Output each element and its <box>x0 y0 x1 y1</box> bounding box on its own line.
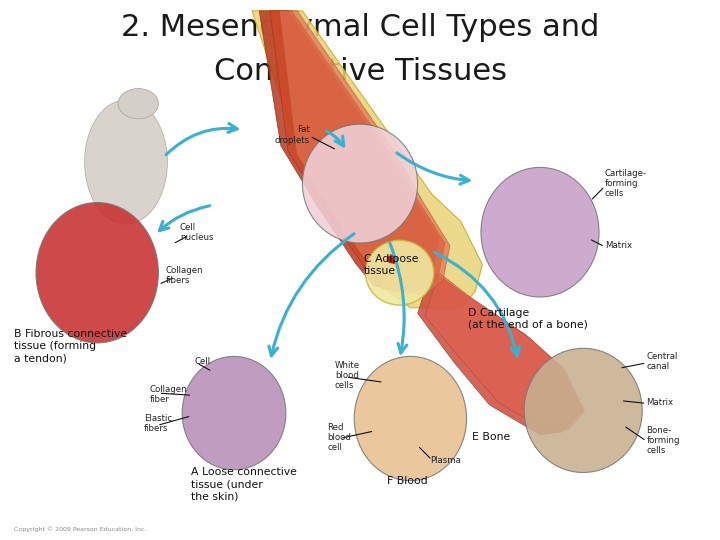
Ellipse shape <box>36 202 158 343</box>
Text: Red
blood
cell: Red blood cell <box>328 423 351 452</box>
Polygon shape <box>425 273 585 432</box>
Text: Collagen
fibers: Collagen fibers <box>166 266 203 285</box>
Text: E Bone: E Bone <box>472 432 510 442</box>
Text: Collagen
fiber: Collagen fiber <box>150 384 187 404</box>
Ellipse shape <box>302 124 418 243</box>
Polygon shape <box>252 11 482 308</box>
Ellipse shape <box>354 356 467 481</box>
Ellipse shape <box>481 167 599 297</box>
Ellipse shape <box>366 240 433 305</box>
Text: Plasma: Plasma <box>431 456 462 464</box>
Text: A Loose connective
tissue (under
the skin): A Loose connective tissue (under the ski… <box>191 467 297 501</box>
Text: Connective Tissues: Connective Tissues <box>214 57 506 86</box>
Text: 2. Mesenchymal Cell Types and: 2. Mesenchymal Cell Types and <box>121 14 599 43</box>
Text: B Fibrous connective
tissue (forming
a tendon): B Fibrous connective tissue (forming a t… <box>14 329 127 363</box>
Text: C Adipose
tissue: C Adipose tissue <box>364 254 418 276</box>
Text: Bone-
forming
cells: Bone- forming cells <box>647 426 680 455</box>
Ellipse shape <box>524 348 642 472</box>
Polygon shape <box>270 11 445 293</box>
Text: Cell: Cell <box>194 357 210 366</box>
Text: Elastic
fibers: Elastic fibers <box>144 414 172 434</box>
Text: Fat
droplets: Fat droplets <box>274 125 310 145</box>
Text: Central
canal: Central canal <box>647 352 678 372</box>
Text: Matrix: Matrix <box>647 398 674 407</box>
Circle shape <box>387 255 398 264</box>
Polygon shape <box>259 11 439 292</box>
Text: Cell
nucleus: Cell nucleus <box>180 222 214 242</box>
Ellipse shape <box>85 100 167 224</box>
Text: White
blood
cells: White blood cells <box>335 361 360 390</box>
Text: Matrix: Matrix <box>605 241 632 250</box>
Text: Copyright © 2009 Pearson Education, Inc.: Copyright © 2009 Pearson Education, Inc. <box>14 526 147 532</box>
Polygon shape <box>418 270 583 435</box>
Text: D Cartilage
(at the end of a bone): D Cartilage (at the end of a bone) <box>468 308 588 330</box>
Text: Cartilage-
forming
cells: Cartilage- forming cells <box>605 169 647 198</box>
Circle shape <box>118 89 158 119</box>
Polygon shape <box>279 11 450 295</box>
Ellipse shape <box>182 356 286 470</box>
Text: F Blood: F Blood <box>387 476 428 487</box>
